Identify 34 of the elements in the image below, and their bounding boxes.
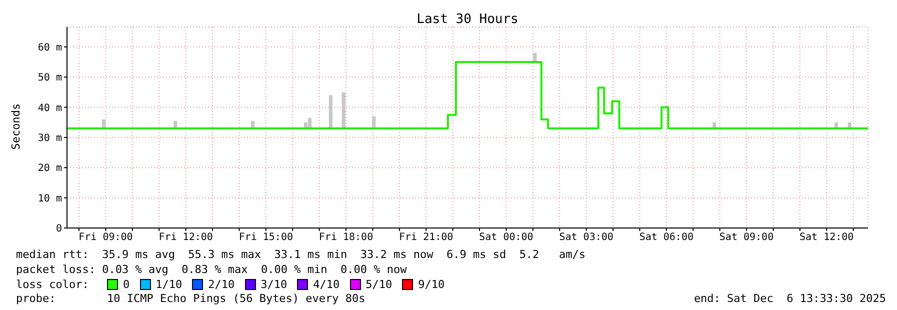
bar: [342, 92, 346, 128]
text: 9/10: [417, 278, 445, 291]
y-tick-label: 30 m: [38, 133, 62, 144]
y-tick-label: 10 m: [38, 193, 62, 204]
x-tick-label: Sat 03:00: [559, 232, 614, 244]
text: packet loss: 0.03 % avg 0.83 % max 0.00 % min 0.00 % now: [16, 262, 408, 277]
text: 2/10: [207, 278, 235, 291]
y-tick-label: 50 m: [38, 72, 62, 84]
x-tick-label: Fri 21:00: [399, 232, 454, 244]
text: 10 ICMP Echo Pings (56 Bytes) every 80s: [107, 292, 366, 304]
x-tick-label: Sat 09:00: [719, 232, 774, 244]
x-tick-label: Fri 09:00: [78, 232, 133, 244]
y-tick-label: 40 m: [38, 102, 62, 114]
y-tick-label: 60 m: [38, 42, 62, 54]
text: median rtt: 35.9 ms avg 55.3 ms max 33.1 ms min 33.2 ms now 6.9 ms sd 5.2 am/s: [16, 248, 587, 262]
x-tick-label: Sat 06:00: [639, 232, 694, 244]
x-tick-label: Sat 00:00: [479, 232, 534, 244]
text: loss color:: [16, 278, 90, 291]
text: 1/10: [154, 278, 182, 291]
text: 4/10: [312, 278, 340, 291]
y-tick-label: 20 m: [38, 163, 62, 174]
text: 5/10: [364, 278, 392, 291]
text: end: Sat Dec 6 13:33:30 2025: [694, 292, 886, 306]
x-tick-label: Fri 12:00: [158, 232, 213, 244]
bar: [328, 95, 332, 128]
y-tick-label: 0: [56, 224, 62, 235]
chart-title: Last 30 Hours: [416, 12, 520, 27]
x-tick-label: Sat 12:00: [800, 232, 854, 244]
x-tick-label: Fri 15:00: [238, 232, 294, 244]
text: probe:: [16, 292, 57, 304]
x-tick-label: Fri 18:00: [318, 232, 374, 244]
text: 3/10: [260, 278, 288, 291]
y-axis-title: Seconds: [10, 102, 22, 152]
text: 0: [122, 278, 130, 291]
